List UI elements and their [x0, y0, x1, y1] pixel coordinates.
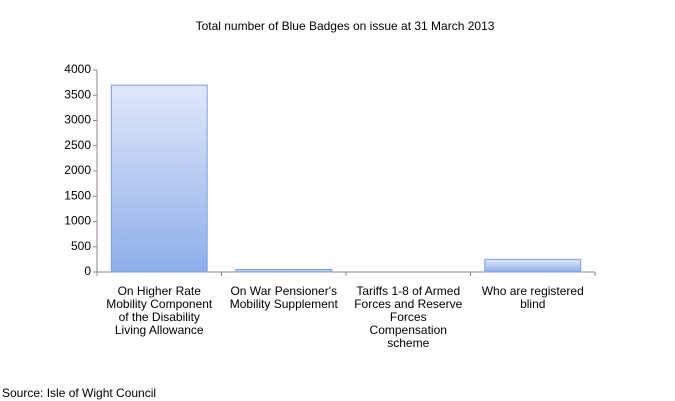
bar	[110, 84, 208, 273]
bar	[484, 258, 582, 273]
y-tick-label: 3000	[64, 113, 91, 127]
source-note: Source: Isle of Wight Council	[2, 386, 157, 400]
y-tick-label: 4000	[64, 62, 91, 76]
y-tick-label: 0	[84, 264, 91, 278]
x-tick-label: On Higher Rate Mobility Component of the…	[106, 284, 213, 337]
y-tick-label: 1000	[64, 214, 91, 228]
y-tick-label: 3500	[64, 87, 91, 101]
y-tick-label: 500	[71, 239, 91, 253]
x-tick-label: On War Pensioner's Mobility Supplement	[229, 284, 338, 311]
y-tick-label: 1500	[64, 188, 91, 202]
bar	[235, 268, 333, 273]
x-tick-label: Tariffs 1-8 of Armed Forces and Reserve …	[354, 284, 463, 350]
x-tick-label: Who are registered blind	[481, 284, 584, 311]
y-tick-label: 2000	[64, 163, 91, 177]
chart-title: Total number of Blue Badges on issue at …	[196, 19, 495, 33]
y-tick-label: 2500	[64, 138, 91, 152]
